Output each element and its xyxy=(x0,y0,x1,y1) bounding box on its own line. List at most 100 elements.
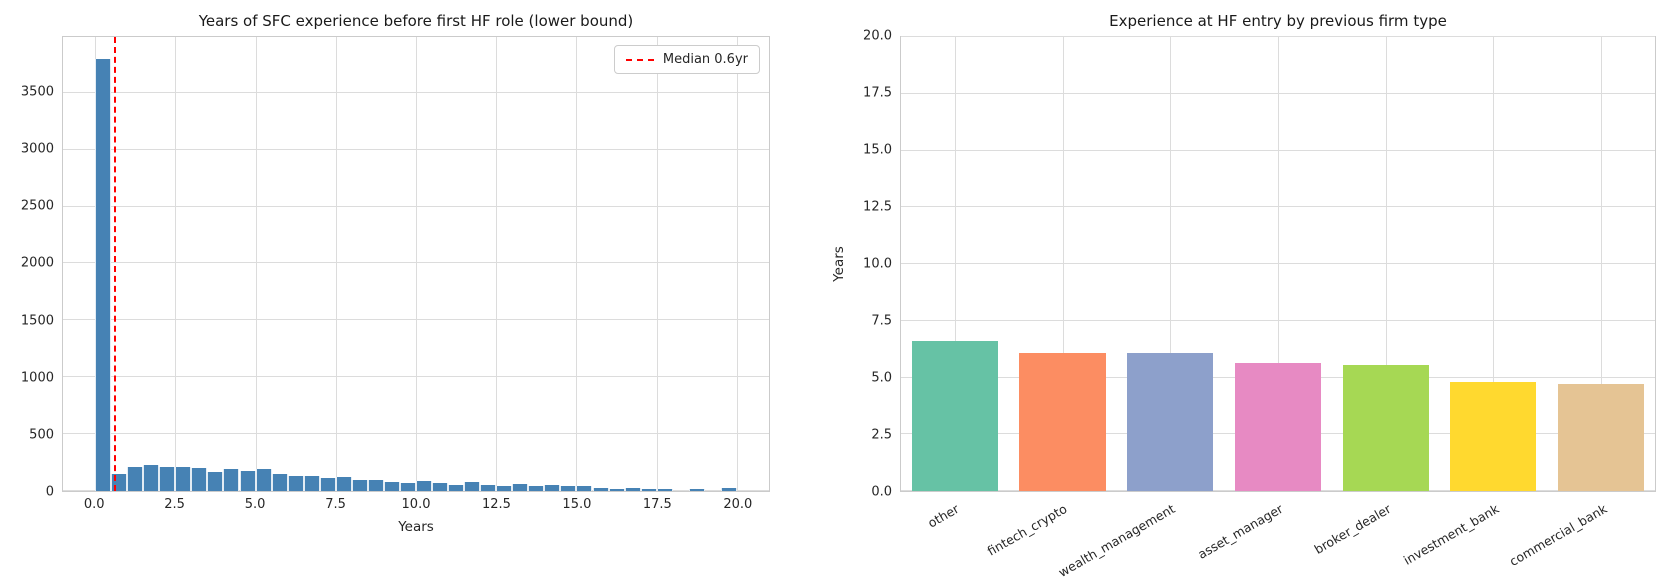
y-tick-label: 20.0 xyxy=(863,28,892,44)
category-bar xyxy=(1342,365,1429,491)
histogram-bar xyxy=(688,489,705,491)
barchart-x-axis: other fintech_crypto wealth_management asse… xyxy=(900,497,1656,580)
gridline-horizontal xyxy=(63,433,769,435)
histogram-bar xyxy=(271,473,288,491)
histogram-bar xyxy=(191,467,208,491)
y-tick-label: 12.5 xyxy=(863,199,892,215)
histogram-bar xyxy=(624,487,641,491)
x-tick-label: 10.0 xyxy=(401,497,431,512)
x-tick-label: 20.0 xyxy=(723,497,753,512)
histogram-x-axis: 0.0 2.5 5.0 7.5 10.0 12.5 15.0 17.5 20.0 xyxy=(62,497,770,517)
histogram-bar xyxy=(608,489,625,491)
x-tick-label: 0.0 xyxy=(83,497,105,512)
histogram-bar xyxy=(432,483,449,491)
histogram-bar xyxy=(127,466,144,491)
histogram-bar xyxy=(544,484,561,491)
histogram-bar xyxy=(480,484,497,491)
x-tick-label: 17.5 xyxy=(642,497,672,512)
gridline-horizontal xyxy=(63,91,769,93)
gridline-horizontal xyxy=(63,262,769,264)
x-tick-label: 15.0 xyxy=(562,497,592,512)
category-bar xyxy=(911,341,998,491)
category-bar xyxy=(1450,382,1537,491)
gridline-horizontal xyxy=(901,92,1655,94)
gridline-horizontal xyxy=(901,319,1655,321)
x-tick-label: 7.5 xyxy=(325,497,346,512)
category-tick-label: broker_dealer xyxy=(1311,501,1394,557)
y-tick-label: 500 xyxy=(29,427,54,443)
x-tick-label: 12.5 xyxy=(481,497,511,512)
gridline-vertical xyxy=(656,37,658,491)
histogram-panel: Years of SFC experience before first HF … xyxy=(0,0,833,588)
gridline-vertical xyxy=(496,37,498,491)
y-tick-label: 17.5 xyxy=(863,85,892,101)
histogram-bar xyxy=(143,465,160,491)
y-tick-label: 2000 xyxy=(20,255,54,271)
barchart-y-axis-label: Years xyxy=(831,246,847,282)
gridline-horizontal xyxy=(901,36,1655,37)
histogram-plot-area: Median 0.6yr xyxy=(62,36,770,492)
y-tick-label: 2500 xyxy=(20,198,54,214)
histogram-bar xyxy=(528,486,545,491)
median-line-legend-sample xyxy=(625,58,654,61)
histogram-bar xyxy=(496,485,513,491)
y-tick-label: 3500 xyxy=(20,84,54,100)
category-tick-label: wealth_management xyxy=(1055,501,1178,580)
histogram-bar xyxy=(159,467,176,491)
y-tick-label: 1500 xyxy=(20,313,54,329)
y-tick-label: 10.0 xyxy=(863,256,892,272)
histogram-bar xyxy=(239,471,256,491)
x-tick-label: 5.0 xyxy=(244,497,266,512)
histogram-bar xyxy=(335,476,352,491)
histogram-y-axis: 0 500 1000 1500 2000 2500 3000 3500 xyxy=(0,36,54,499)
gridline-vertical xyxy=(1278,37,1279,491)
y-tick-label: 2.5 xyxy=(871,427,892,443)
gridline-vertical xyxy=(1385,37,1387,491)
category-bar xyxy=(1019,352,1106,491)
histogram-bar xyxy=(576,486,593,491)
y-tick-label: 1000 xyxy=(20,370,54,386)
histogram-bar xyxy=(416,481,433,491)
category-bar xyxy=(1558,384,1645,491)
category-tick-label: fintech_crypto xyxy=(984,501,1070,559)
histogram-bar xyxy=(255,469,272,491)
gridline-horizontal xyxy=(63,148,769,150)
gridline-horizontal xyxy=(63,205,769,207)
gridline-vertical xyxy=(175,37,177,491)
histogram-bar xyxy=(383,481,400,491)
histogram-title: Years of SFC experience before first HF … xyxy=(198,12,634,30)
y-tick-label: 15.0 xyxy=(863,142,892,158)
gridline-vertical xyxy=(255,37,257,491)
histogram-bar xyxy=(512,483,529,491)
category-tick-label: commercial_bank xyxy=(1506,501,1610,569)
gridline-vertical xyxy=(1493,37,1495,491)
histogram-bar xyxy=(720,488,737,491)
y-tick-label: 0 xyxy=(45,484,54,500)
category-tick-label: investment_bank xyxy=(1400,501,1502,568)
gridline-vertical xyxy=(576,37,578,491)
legend-label: Median 0.6yr xyxy=(662,52,748,67)
gridline-horizontal xyxy=(901,263,1655,264)
gridline-vertical xyxy=(1601,37,1603,491)
histogram-bar xyxy=(175,466,192,491)
y-tick-label: 5.0 xyxy=(871,370,892,386)
x-tick-label: 2.5 xyxy=(164,497,185,512)
histogram-bar xyxy=(367,479,384,491)
gridline-vertical xyxy=(335,37,337,491)
histogram-bar xyxy=(351,479,368,491)
histogram-bar xyxy=(223,469,240,491)
histogram-x-axis-label: Years xyxy=(398,519,434,535)
histogram-bar xyxy=(303,475,320,491)
gridline-horizontal xyxy=(901,149,1655,151)
category-tick-label: other xyxy=(925,501,962,531)
legend: Median 0.6yr xyxy=(613,45,760,74)
gridline-horizontal xyxy=(63,319,769,321)
category-bar xyxy=(1127,352,1214,491)
gridline-vertical xyxy=(954,37,956,491)
histogram-bar xyxy=(287,475,304,491)
histogram-bar xyxy=(464,481,481,491)
histogram-bar xyxy=(319,477,336,491)
category-tick-label: asset_manager xyxy=(1195,501,1286,562)
histogram-bar xyxy=(95,58,112,491)
